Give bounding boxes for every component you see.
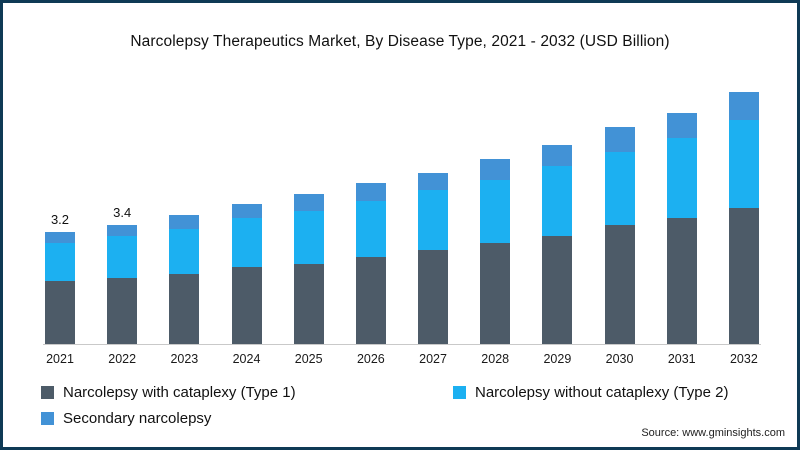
legend-swatch-icon <box>453 386 466 399</box>
bar-segment <box>169 228 200 274</box>
x-axis-label: 2025 <box>294 352 323 366</box>
bar-2028 <box>478 139 512 344</box>
chart-title: Narcolepsy Therapeutics Market, By Disea… <box>130 33 670 50</box>
bar-segment <box>231 267 262 344</box>
bar-segment <box>45 232 75 243</box>
legend-item: Secondary narcolepsy <box>41 410 453 427</box>
bar-segment <box>418 172 449 190</box>
legend-item: Narcolepsy without cataplexy (Type 2) <box>453 384 797 401</box>
bar-segment <box>107 277 138 344</box>
bar-2032 <box>727 72 761 344</box>
bar-segment <box>666 113 697 138</box>
bar-segment <box>293 211 324 264</box>
bar-segment <box>231 204 262 218</box>
bar-segment <box>666 218 697 344</box>
bar-stack <box>666 113 697 344</box>
chart-area: 3.2 3.4 2021 2022 2023 2024 2025 2026 2027 2028 2… <box>43 89 761 366</box>
bar-2030 <box>603 107 637 344</box>
bar-2026 <box>354 163 388 344</box>
bar-2031 <box>665 93 699 344</box>
bar-segment <box>293 263 324 344</box>
bar-segment <box>728 207 759 344</box>
bar-segment <box>355 183 386 201</box>
bar-segment <box>45 242 75 281</box>
bar-segment <box>107 225 138 236</box>
bars-plot: 3.2 3.4 <box>43 89 761 345</box>
bar-segment <box>480 158 511 180</box>
bar-segment <box>604 127 635 152</box>
bar-stack <box>604 127 635 344</box>
bar-segment <box>604 151 635 225</box>
x-axis: 2021 2022 2023 2024 2025 2026 2027 2028 2029 2030… <box>43 345 761 366</box>
bar-stack <box>355 183 386 344</box>
x-axis-label: 2027 <box>419 352 447 366</box>
legend-label: Narcolepsy with cataplexy (Type 1) <box>63 384 296 401</box>
x-axis-label: 2031 <box>667 352 696 366</box>
x-axis-label: 2024 <box>232 352 261 366</box>
bar-segment <box>231 218 262 267</box>
bar-2029 <box>540 125 574 344</box>
legend-swatch-icon <box>41 412 54 425</box>
bar-stack <box>418 172 449 344</box>
x-axis-label: 2028 <box>481 352 510 366</box>
bar-2021: 3.2 <box>43 212 77 344</box>
bar-segment <box>45 281 75 344</box>
bar-segment <box>293 193 324 211</box>
x-axis-label: 2021 <box>46 352 74 366</box>
bar-stack <box>542 144 573 344</box>
legend: Narcolepsy with cataplexy (Type 1) Narcol… <box>41 384 797 427</box>
bar-segment <box>107 235 138 278</box>
bar-segment <box>728 92 759 120</box>
legend-label: Secondary narcolepsy <box>63 410 212 427</box>
bar-2025 <box>292 174 326 344</box>
bar-segment <box>169 274 200 344</box>
legend-swatch-icon <box>41 386 54 399</box>
bar-segment <box>480 242 511 344</box>
x-axis-label: 2023 <box>170 352 199 366</box>
bar-stack <box>45 232 75 344</box>
bar-segment <box>542 165 573 236</box>
legend-item: Narcolepsy with cataplexy (Type 1) <box>41 384 453 401</box>
bar-segment <box>169 214 200 229</box>
source-note: Source: www.gminsights.com <box>641 427 785 439</box>
bar-segment <box>355 256 386 344</box>
x-axis-label: 2030 <box>605 352 634 366</box>
bar-segment <box>418 249 449 344</box>
bar-stack <box>728 92 759 344</box>
legend-label: Narcolepsy without cataplexy (Type 2) <box>475 384 729 401</box>
bar-segment <box>666 137 697 218</box>
bar-2024 <box>230 184 264 344</box>
bar-segment <box>728 120 759 208</box>
bar-2023 <box>167 195 201 344</box>
bar-stack <box>169 214 200 344</box>
bar-segment <box>480 179 511 243</box>
bar-stack <box>293 193 324 344</box>
x-axis-label: 2032 <box>729 352 758 366</box>
bar-segment <box>542 144 573 166</box>
bar-stack <box>107 225 138 344</box>
bar-2022: 3.4 <box>105 205 139 344</box>
x-axis-label: 2022 <box>108 352 137 366</box>
bar-segment <box>604 225 635 344</box>
bar-segment <box>418 190 449 250</box>
x-axis-label: 2029 <box>543 352 572 366</box>
bar-segment <box>542 235 573 344</box>
bar-stack <box>231 204 262 344</box>
x-axis-label: 2026 <box>356 352 385 366</box>
bar-segment <box>355 200 386 257</box>
bar-value-label: 3.2 <box>50 212 70 227</box>
bar-stack <box>480 158 511 344</box>
bar-2027 <box>416 153 450 344</box>
bar-value-label: 3.4 <box>113 205 132 220</box>
